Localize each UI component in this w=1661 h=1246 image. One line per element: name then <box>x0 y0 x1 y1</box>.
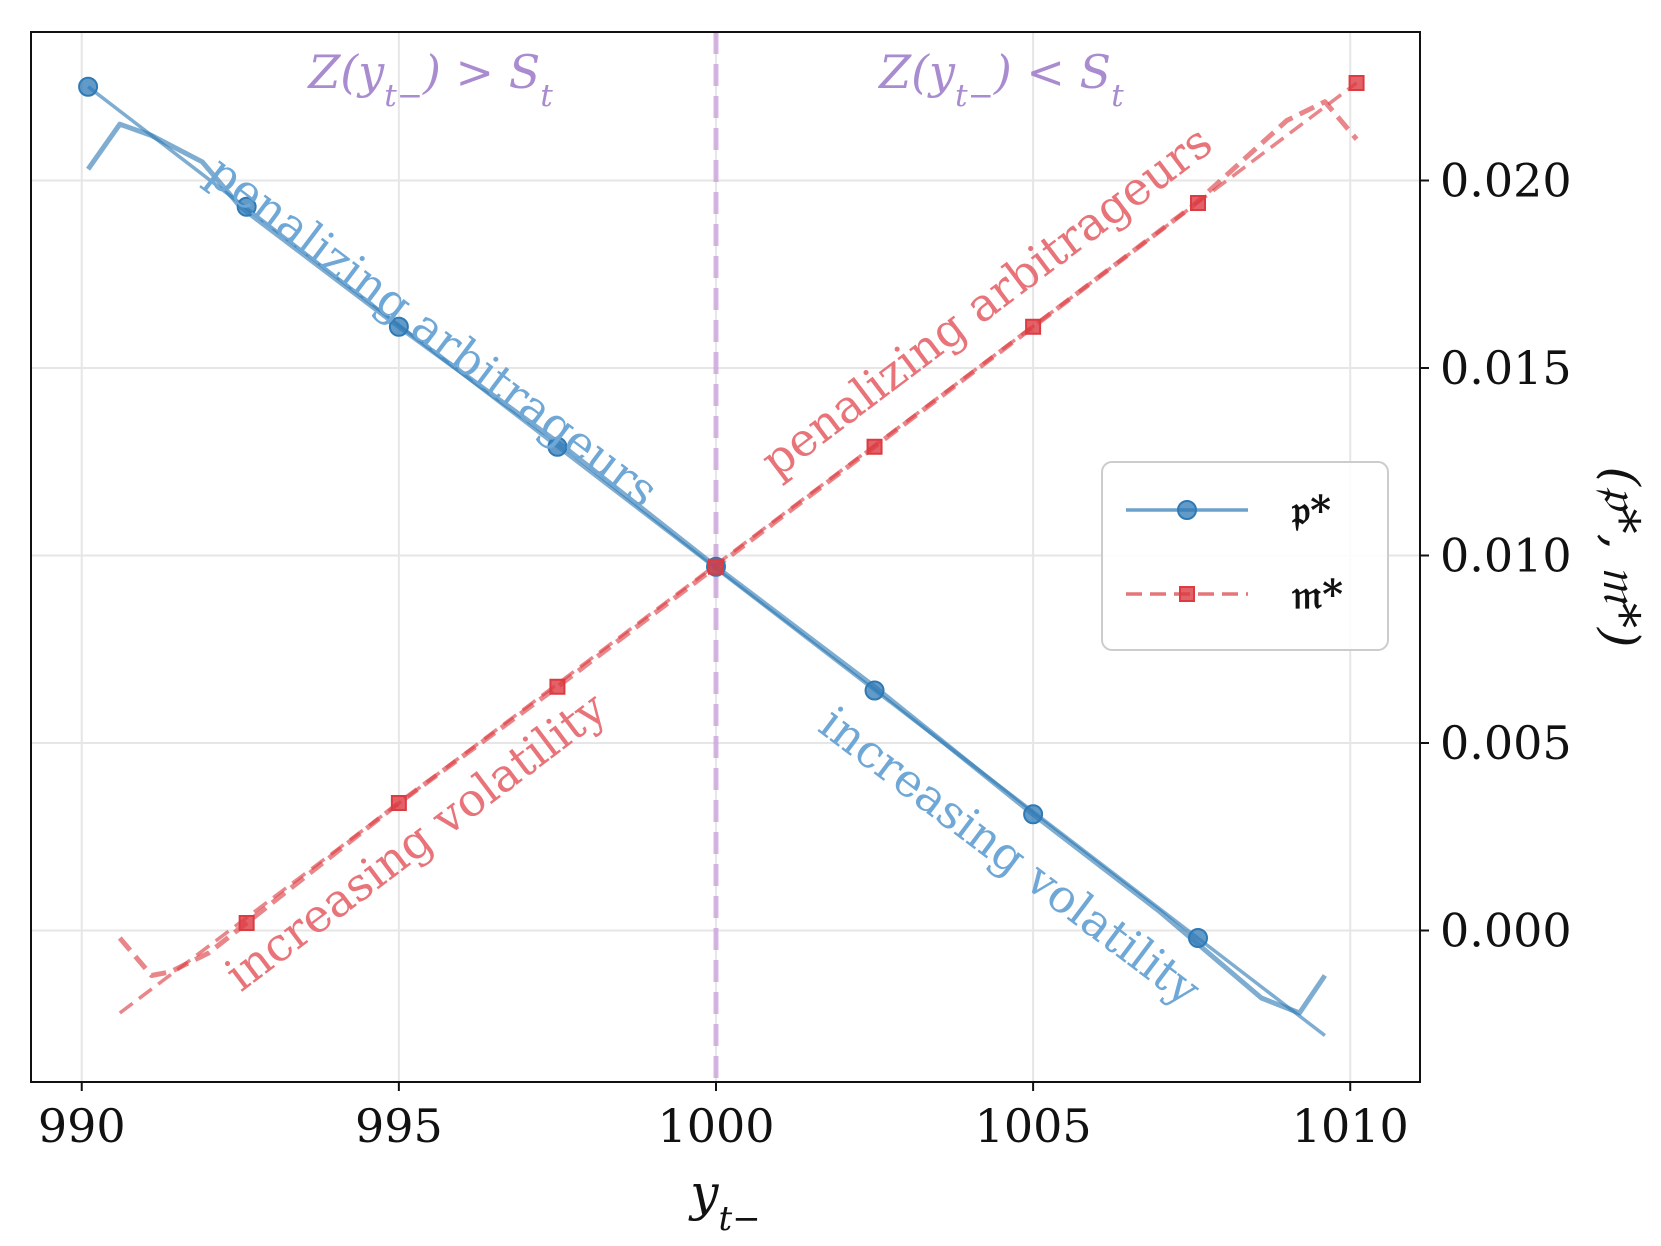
legend-p-star-label: 𝔭* <box>1291 487 1331 534</box>
p-star-marker-7 <box>1188 928 1209 948</box>
m-star-marker-6 <box>1190 195 1207 211</box>
x-axis-label-part-0: y <box>688 1164 719 1222</box>
x-axis-label: yt− <box>688 1164 760 1239</box>
plot-frame <box>30 31 1421 1083</box>
annotation-2: increasing volatility <box>215 681 616 1002</box>
m-star-marker-5 <box>1025 318 1042 335</box>
x-tick-label-4: 1010 <box>1292 1099 1409 1153</box>
p-star-marker-0 <box>78 76 99 97</box>
y-tick-label-4: 0.020 <box>1440 154 1572 208</box>
region-label-0-part-1: t− <box>384 78 423 114</box>
m-star-marker-1 <box>390 795 407 811</box>
region-label-1-part-2: ) < S <box>993 45 1111 99</box>
x-tick-label-2: 1000 <box>657 1099 774 1153</box>
series-markers <box>78 75 1365 948</box>
p-star-marker-6 <box>1023 804 1044 825</box>
p-star-marker-2 <box>388 316 409 337</box>
y-tick-label-2: 0.010 <box>1440 529 1572 583</box>
y-axis-label: (𝔭*, 𝔪*) <box>1592 466 1650 647</box>
axes: 990 995 1000 1005 1010 0.000 0.005 0.010 0.015 0.… <box>30 31 1650 1239</box>
y-tick-label-3: 0.015 <box>1440 341 1572 395</box>
region-label-0-part-0: Z(y <box>306 45 385 99</box>
p-star-line-1 <box>86 121 1327 1016</box>
m-star-marker-3 <box>707 558 724 575</box>
region-label-0-part-2: ) > S <box>422 45 540 99</box>
region-label-1: Z(yt−) < St <box>877 45 1124 114</box>
m-star-marker-7 <box>1348 75 1365 91</box>
legend: 𝔭* 𝔪* <box>1101 461 1389 651</box>
x-tick-label-3: 1005 <box>975 1099 1092 1153</box>
region-label-1-part-1: t− <box>955 78 994 114</box>
legend-m-star-marker <box>1179 586 1195 602</box>
m-star-marker-4 <box>866 438 883 455</box>
annotation-0: penalizing arbitrageurs <box>197 144 668 518</box>
x-axis-label-part-1: t− <box>719 1199 761 1239</box>
x-tick-label-1: 995 <box>355 1099 443 1153</box>
legend-box <box>1101 461 1389 651</box>
region-label-1-part-0: Z(y <box>877 45 956 99</box>
y-tick-label-0: 0.000 <box>1440 904 1572 958</box>
annotation-1: penalizing arbitrageurs <box>751 114 1222 488</box>
m-star-marker-0 <box>238 915 255 931</box>
p-star-marker-5 <box>864 680 885 701</box>
p-star-marker-1 <box>236 196 257 217</box>
region-label-0-part-3: t <box>540 78 553 114</box>
m-star-marker-2 <box>549 678 566 695</box>
region-label-0: Z(yt−) > St <box>306 45 553 114</box>
series-lines <box>86 81 1359 1037</box>
p-star-marker-3 <box>547 436 568 457</box>
y-tick-label-1: 0.005 <box>1440 716 1572 770</box>
region-label-1-part-3: t <box>1111 78 1124 114</box>
x-tick-label-0: 990 <box>38 1099 126 1153</box>
legend-p-star-marker <box>1177 500 1197 520</box>
m-star-line-1 <box>117 99 1359 978</box>
legend-m-star-label: 𝔪* <box>1291 571 1343 618</box>
